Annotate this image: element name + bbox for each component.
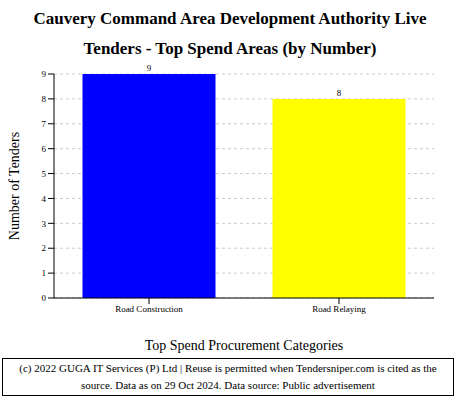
svg-text:9: 9: [147, 63, 152, 73]
svg-text:Top Spend Procurement Categori: Top Spend Procurement Categories: [145, 338, 343, 353]
svg-text:7: 7: [42, 119, 47, 129]
html-text:Cauvery Command Area Developme: Cauvery Command Area Development Authori…: [33, 9, 427, 58]
svg-text:9: 9: [42, 69, 47, 79]
svg-text:0: 0: [42, 293, 47, 303]
svg-text:Road Relaying: Road Relaying: [312, 304, 366, 314]
svg-text:4: 4: [42, 194, 47, 204]
svg-text:8: 8: [337, 88, 342, 98]
svg-text:5: 5: [42, 169, 47, 179]
svg-text:Number of Tenders: Number of Tenders: [8, 132, 22, 240]
svg-text:6: 6: [42, 144, 47, 154]
svg-text:1: 1: [42, 268, 47, 278]
svg-text:3: 3: [42, 219, 47, 229]
html-text:(c) 2022 GUGA IT Services (P): (c) 2022 GUGA IT Services (P) Ltd | Reus…: [19, 362, 437, 391]
svg-text:2: 2: [42, 243, 47, 253]
svg-text:Road Construction: Road Construction: [115, 304, 183, 314]
svg-text:8: 8: [42, 94, 47, 104]
